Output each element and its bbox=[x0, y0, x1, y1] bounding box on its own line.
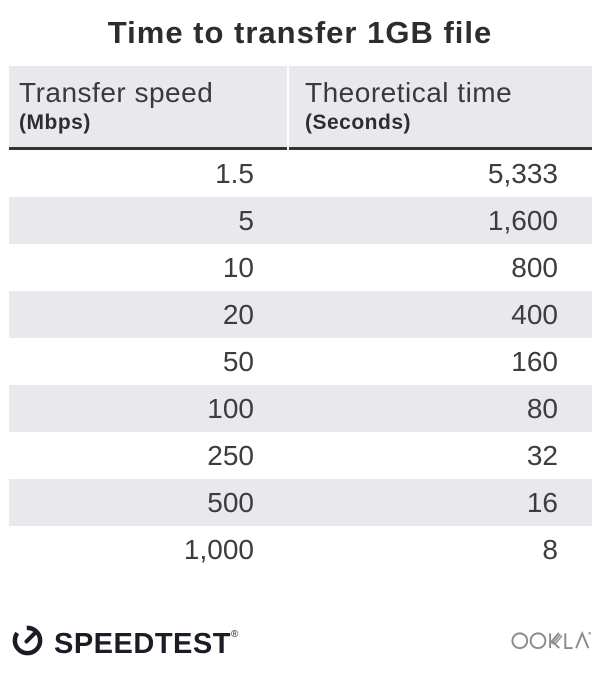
header-cell-speed: Transfer speed (Mbps) bbox=[9, 66, 287, 150]
table-row: 1.5 5,333 bbox=[9, 150, 592, 197]
column-unit-speed: (Mbps) bbox=[19, 111, 91, 134]
table-row: 5 1,600 bbox=[9, 197, 592, 244]
footer: SPEEDTEST® bbox=[0, 621, 600, 660]
ookla-wordmark bbox=[511, 630, 591, 650]
speed-cell: 100 bbox=[207, 392, 254, 424]
column-label-speed: Transfer speed bbox=[19, 77, 214, 108]
table-row: 500 16 bbox=[9, 479, 592, 526]
table-rows: 1.5 5,333 5 1,600 10 800 20 400 50 160 1… bbox=[9, 150, 592, 573]
registered-mark: ® bbox=[230, 628, 239, 640]
column-label-time: Theoretical time bbox=[305, 77, 513, 108]
table-row: 250 32 bbox=[9, 432, 592, 479]
column-unit-time: (Seconds) bbox=[305, 111, 412, 134]
speed-cell: 5 bbox=[238, 204, 254, 236]
speed-cell: 1.5 bbox=[215, 157, 254, 189]
time-cell: 5,333 bbox=[487, 157, 558, 189]
speed-cell: 20 bbox=[222, 298, 254, 330]
time-cell: 400 bbox=[511, 298, 558, 330]
time-cell: 160 bbox=[511, 345, 558, 377]
speed-cell: 250 bbox=[207, 439, 254, 471]
time-cell: 1,600 bbox=[487, 204, 558, 236]
ookla-logo bbox=[510, 626, 592, 652]
time-cell: 80 bbox=[526, 392, 558, 424]
table-row: 100 80 bbox=[9, 385, 592, 432]
speedtest-wordmark: SPEEDTEST® bbox=[54, 618, 239, 661]
speedtest-logo: SPEEDTEST® bbox=[10, 618, 239, 661]
speedtest-label: SPEEDTEST bbox=[54, 627, 231, 660]
table-row: 20 400 bbox=[9, 291, 592, 338]
table-row: 1,000 8 bbox=[9, 526, 592, 573]
header-cell-time: Theoretical time (Seconds) bbox=[289, 66, 592, 150]
time-cell: 16 bbox=[526, 486, 558, 518]
time-cell: 800 bbox=[511, 251, 558, 283]
time-cell: 8 bbox=[542, 533, 558, 565]
page-title: Time to transfer 1GB file bbox=[107, 15, 493, 50]
time-cell: 32 bbox=[526, 439, 558, 471]
table-row: 10 800 bbox=[9, 244, 592, 291]
speed-cell: 1,000 bbox=[183, 533, 254, 565]
speed-cell: 50 bbox=[222, 345, 254, 377]
table-row: 50 160 bbox=[9, 338, 592, 385]
transfer-time-table: Transfer speed (Mbps) Theoretical time (… bbox=[9, 66, 592, 573]
gauge-icon bbox=[12, 625, 43, 655]
table-header: Transfer speed (Mbps) Theoretical time (… bbox=[9, 66, 592, 150]
speed-cell: 10 bbox=[222, 251, 254, 283]
speed-cell: 500 bbox=[207, 486, 254, 518]
